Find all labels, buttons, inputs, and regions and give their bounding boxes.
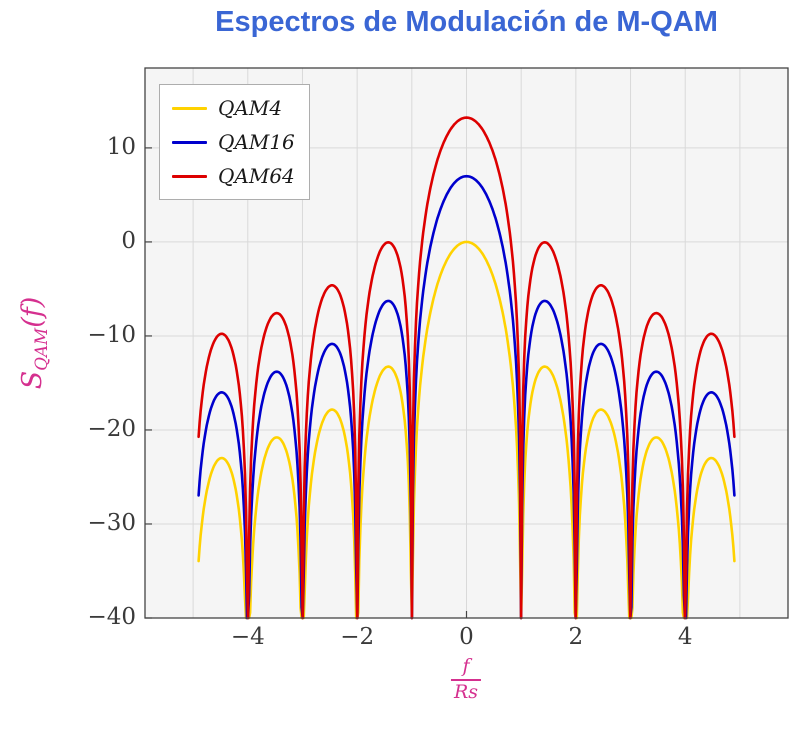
xlabel-numerator: f [462,655,470,677]
curve-qam16 [197,174,736,620]
curve-qam64 [197,116,736,620]
x-axis-label: f Rs [450,655,482,704]
x-tick-label: 4 [677,624,693,650]
axes-frame [144,67,789,619]
ylabel-symbol: S [16,370,48,390]
xlabel-fraction: f Rs [450,655,482,704]
legend-label-qam64: QAM64 [218,164,295,188]
y-tick-label: −20 [87,415,136,442]
chart-title: Espectros de Modulación de M-QAM [215,6,718,38]
x-tick-label: 0 [459,624,474,650]
legend-item-qam64: QAM64 [172,164,295,188]
x-tick-label: −2 [340,624,375,650]
y-tick-label: 10 [106,133,136,160]
qam64-line-swatch [172,174,207,178]
y-tick-label: −30 [87,509,136,536]
legend-label-qam4: QAM4 [218,96,283,120]
x-tick-label: 2 [568,624,584,650]
curve-qam4 [197,240,736,620]
legend-item-qam4: QAM4 [172,96,295,120]
qam4-line-swatch [172,106,207,110]
fraction-bar [450,678,482,681]
legend-label-qam16: QAM16 [218,130,295,154]
y-tick-label: 0 [121,227,136,254]
legend-item-qam16: QAM16 [172,130,295,154]
xlabel-denominator: Rs [453,680,479,703]
qam16-line-swatch [172,140,207,144]
y-tick-label: −10 [87,321,136,348]
y-tick-label: −40 [87,604,136,630]
legend: QAM4 QAM16 QAM64 [159,84,310,200]
x-tick-label: −4 [230,624,265,650]
